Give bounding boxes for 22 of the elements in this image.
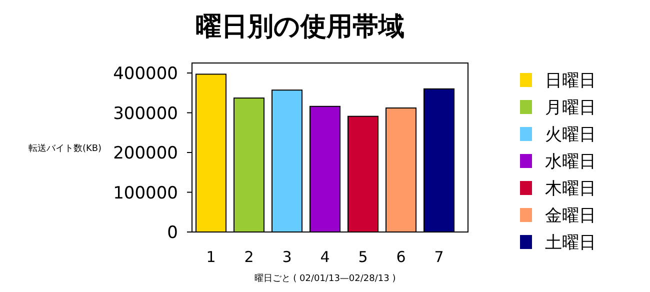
x-tick-label: 5 bbox=[358, 248, 368, 266]
x-axis-title: 曜日ごと ( 02/01/13—02/28/13 ) bbox=[254, 273, 396, 284]
legend-label: 土曜日 bbox=[545, 233, 596, 253]
y-axis-title: 転送バイト数(KB) bbox=[28, 143, 102, 154]
y-tick-label: 400000 bbox=[113, 64, 178, 84]
y-tick-label: 200000 bbox=[113, 144, 178, 164]
x-tick-label: 3 bbox=[282, 248, 292, 266]
x-tick-label: 4 bbox=[320, 248, 330, 266]
x-tick-label: 7 bbox=[434, 248, 444, 266]
legend-label: 日曜日 bbox=[545, 71, 596, 91]
y-tick-label: 100000 bbox=[113, 183, 178, 204]
legend-label: 月曜日 bbox=[545, 98, 596, 118]
legend-label: 金曜日 bbox=[545, 206, 596, 226]
legend-label: 水曜日 bbox=[545, 152, 596, 172]
y-tick-label: 0 bbox=[167, 223, 178, 243]
chart-title: 曜日別の使用帯域 bbox=[196, 12, 404, 42]
x-tick-label: 1 bbox=[206, 248, 216, 266]
x-tick-label: 6 bbox=[396, 248, 406, 266]
y-tick-label: 300000 bbox=[113, 104, 178, 124]
x-tick-label: 2 bbox=[244, 248, 254, 266]
legend-label: 火曜日 bbox=[545, 125, 596, 145]
legend-label: 木曜日 bbox=[545, 179, 596, 199]
